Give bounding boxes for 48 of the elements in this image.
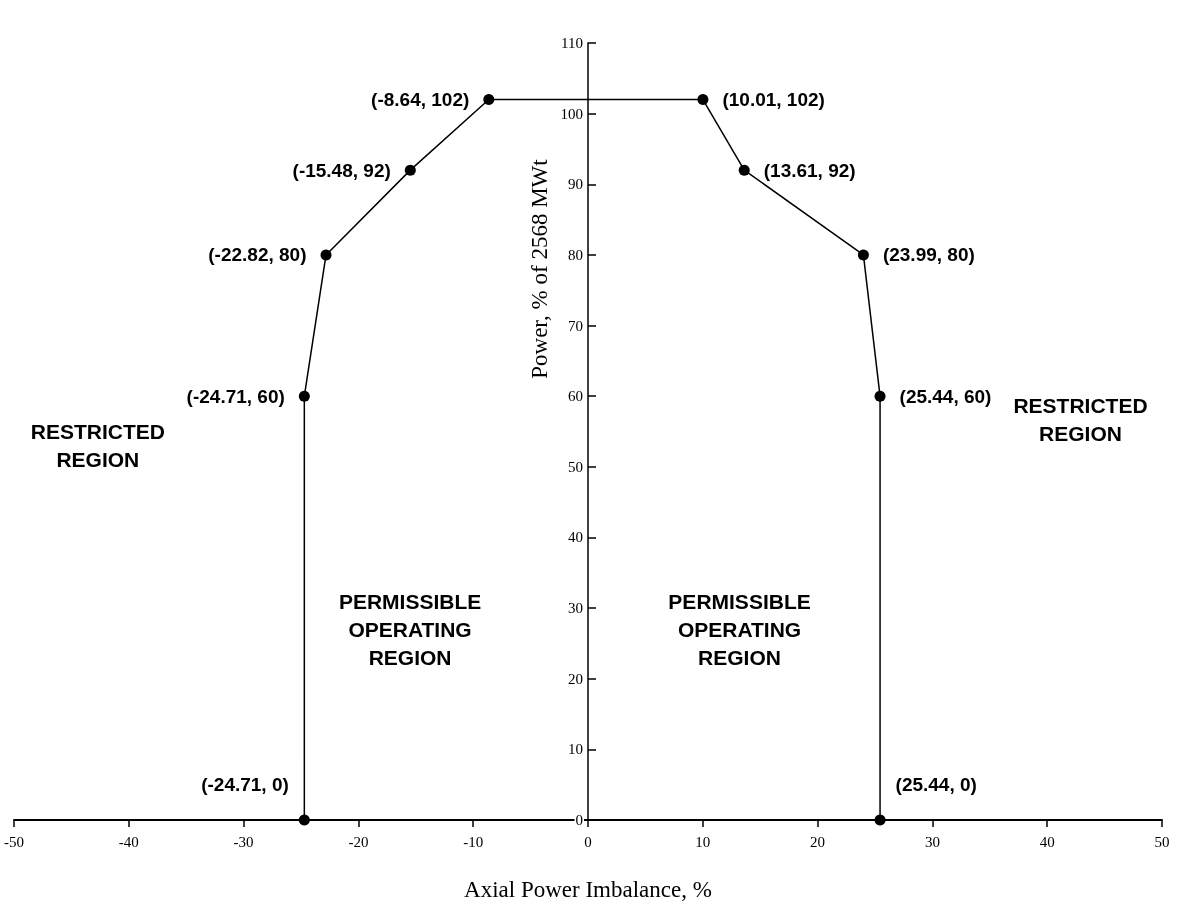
- annotation: RESTRICTED REGION: [1013, 393, 1148, 445]
- x-tick-label: -50: [4, 833, 24, 850]
- point: [738, 164, 750, 176]
- y-tick-label: 80: [568, 246, 583, 263]
- point: [874, 814, 886, 826]
- x-tick-label: -30: [233, 833, 254, 850]
- data-label: (25.44, 0): [895, 773, 977, 795]
- x-tick-label: -10: [463, 833, 484, 850]
- annotation: RESTRICTED REGION: [30, 420, 165, 472]
- data-label: (-22.82, 80): [208, 244, 307, 266]
- point: [320, 249, 332, 261]
- data-label: (-15.48, 92): [292, 159, 391, 181]
- annotation: PERMISSIBLE OPERATING REGION: [338, 589, 482, 669]
- x-tick-label: 30: [924, 833, 940, 850]
- point: [874, 390, 886, 402]
- point: [298, 390, 310, 402]
- y-tick-label: 50: [568, 458, 583, 475]
- y-tick-label: 20: [568, 670, 583, 687]
- y-tick-label: 10: [568, 741, 583, 758]
- x-tick-label: -20: [348, 833, 369, 850]
- x-tick-label: 20: [810, 833, 826, 850]
- x-tick-label: 40: [1039, 833, 1055, 850]
- x-tick-label: 50: [1154, 833, 1170, 850]
- data-label: (-8.64, 102): [371, 89, 470, 111]
- x-tick-label: -40: [118, 833, 139, 850]
- annotation: PERMISSIBLE OPERATING REGION: [668, 589, 811, 669]
- y-tick-label: 60: [568, 388, 583, 405]
- x-tick-label: 10: [695, 833, 711, 850]
- point: [298, 814, 310, 826]
- y-tick-label: 0: [575, 812, 583, 828]
- y-tick-label: 90: [568, 176, 583, 193]
- y-tick-label: 30: [568, 600, 583, 617]
- x-axis-title: Axial Power Imbalance, %: [464, 877, 712, 902]
- data-label: (23.99, 80): [882, 244, 975, 266]
- point: [404, 164, 416, 176]
- data-label: (10.01, 102): [722, 89, 825, 111]
- y-tick-label: 110: [561, 35, 583, 51]
- data-label: (-24.71, 0): [201, 773, 289, 795]
- point: [697, 94, 709, 106]
- point: [483, 94, 495, 106]
- data-label: (13.61, 92): [763, 159, 856, 181]
- y-tick-label: 40: [568, 529, 583, 546]
- y-tick-label: 70: [568, 317, 583, 334]
- data-label: (25.44, 60): [899, 385, 992, 407]
- data-label: (-24.71, 60): [186, 385, 285, 407]
- point: [857, 249, 869, 261]
- y-tick-label: 100: [560, 105, 583, 122]
- y-axis-title: Power, % of 2568 MWt: [527, 158, 553, 379]
